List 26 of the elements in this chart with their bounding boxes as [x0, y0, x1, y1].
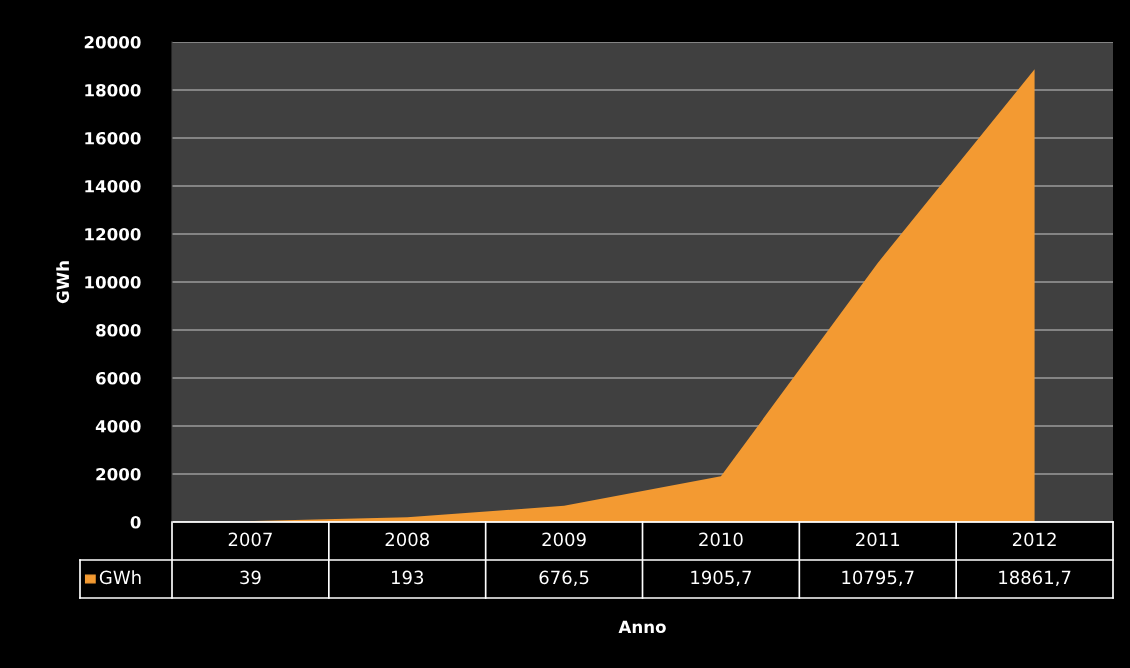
y-tick-label: 18000 [85, 83, 141, 97]
data-label: 193 [392, 570, 424, 585]
y-tick-label: 4000 [95, 419, 141, 433]
data-label: 39 [240, 570, 261, 585]
y-tick-label: 0 [130, 515, 141, 529]
y-tick-label: 12000 [85, 227, 141, 241]
y-tick-label: 8000 [96, 323, 141, 337]
data-label: 18861,7 [999, 570, 1071, 587]
x-tick-label: 2012 [1012, 532, 1056, 547]
x-tick-label: 2007 [228, 532, 272, 547]
y-tick-label: 14000 [85, 179, 141, 193]
x-tick-label: 2010 [699, 532, 743, 547]
x-axis-title: Anno [618, 620, 666, 634]
legend-label: GWh [99, 570, 141, 585]
data-label: 1905,7 [691, 570, 751, 587]
y-axis-title: GWh [56, 261, 70, 304]
x-tick-label: 2011 [856, 532, 900, 547]
x-tick-label: 2009 [542, 532, 586, 547]
y-tick-label: 20000 [84, 35, 141, 49]
data-label: 10795,7 [842, 570, 914, 587]
y-tick-label: 2000 [96, 467, 141, 481]
y-tick-label: 6000 [96, 371, 141, 385]
y-tick-label: 16000 [85, 131, 141, 145]
y-tick-label: 10000 [85, 275, 141, 289]
data-label: 676,5 [539, 570, 589, 587]
x-tick-label: 2008 [385, 532, 429, 547]
